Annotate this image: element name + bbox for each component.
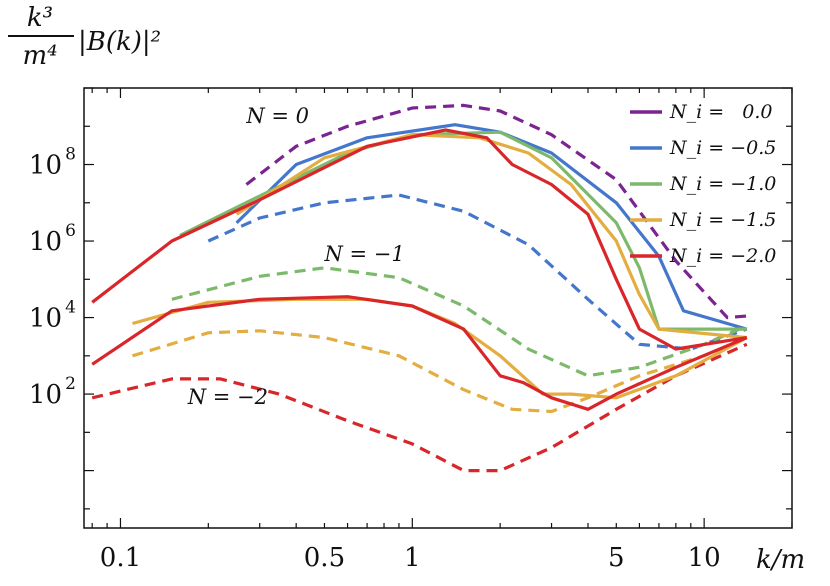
curve-annotation: N = 0 [245, 104, 309, 128]
series-line [179, 130, 747, 331]
y-tick-label-exponent: 4 [65, 298, 76, 318]
series-layer [91, 103, 748, 473]
x-tick-label: 5 [608, 543, 625, 573]
y-tick-label-exponent: 6 [65, 221, 76, 241]
y-axis-title-rest: |B(k)|² [78, 27, 161, 57]
series-line [235, 123, 748, 331]
series-line [207, 193, 748, 351]
series-line [132, 329, 748, 414]
legend-label: N_i = −2.0 [669, 245, 776, 267]
y-axis-title-bottom: m⁴ [22, 41, 57, 71]
series-line [91, 342, 748, 473]
series-line [91, 295, 748, 411]
y-axis-title: k³ m⁴ |B(k)|² [8, 3, 161, 71]
x-tick-label: 10 [688, 543, 721, 573]
curve-annotation: N = −2 [187, 385, 268, 409]
x-tick-label: 0.1 [100, 543, 141, 573]
x-axis-title: k/m [756, 545, 805, 575]
y-axis-title-top: k³ [27, 3, 53, 33]
axis-ticks [84, 87, 793, 528]
y-tick-label-exponent: 8 [65, 145, 76, 165]
y-tick-label: 10 [29, 227, 62, 257]
x-tick-label: 1 [404, 543, 421, 573]
y-tick-label: 10 [29, 151, 62, 181]
legend-label: N_i = 0.0 [669, 101, 773, 123]
series-line [235, 133, 747, 340]
legend-label: N_i = −0.5 [669, 137, 776, 159]
legend: N_i = 0.0 N_i = −0.5 N_i = −1.0 N_i = −1.5 N… [630, 101, 776, 267]
y-tick-label: 10 [29, 380, 62, 410]
annotations: N = 0 N = −1 N = −2 [187, 104, 405, 409]
y-tick-label: 10 [29, 304, 62, 334]
legend-label: N_i = −1.5 [669, 209, 776, 231]
curve-annotation: N = −1 [323, 242, 404, 266]
series-line [91, 128, 748, 351]
y-tick-label-exponent: 2 [65, 374, 76, 394]
x-tick-labels: 0.1 0.5 1 5 10 [100, 543, 721, 573]
legend-label: N_i = −1.0 [669, 173, 776, 195]
plot-frame [83, 87, 793, 529]
series-line [171, 266, 748, 378]
x-tick-label: 0.5 [304, 543, 345, 573]
series-line [245, 103, 747, 320]
